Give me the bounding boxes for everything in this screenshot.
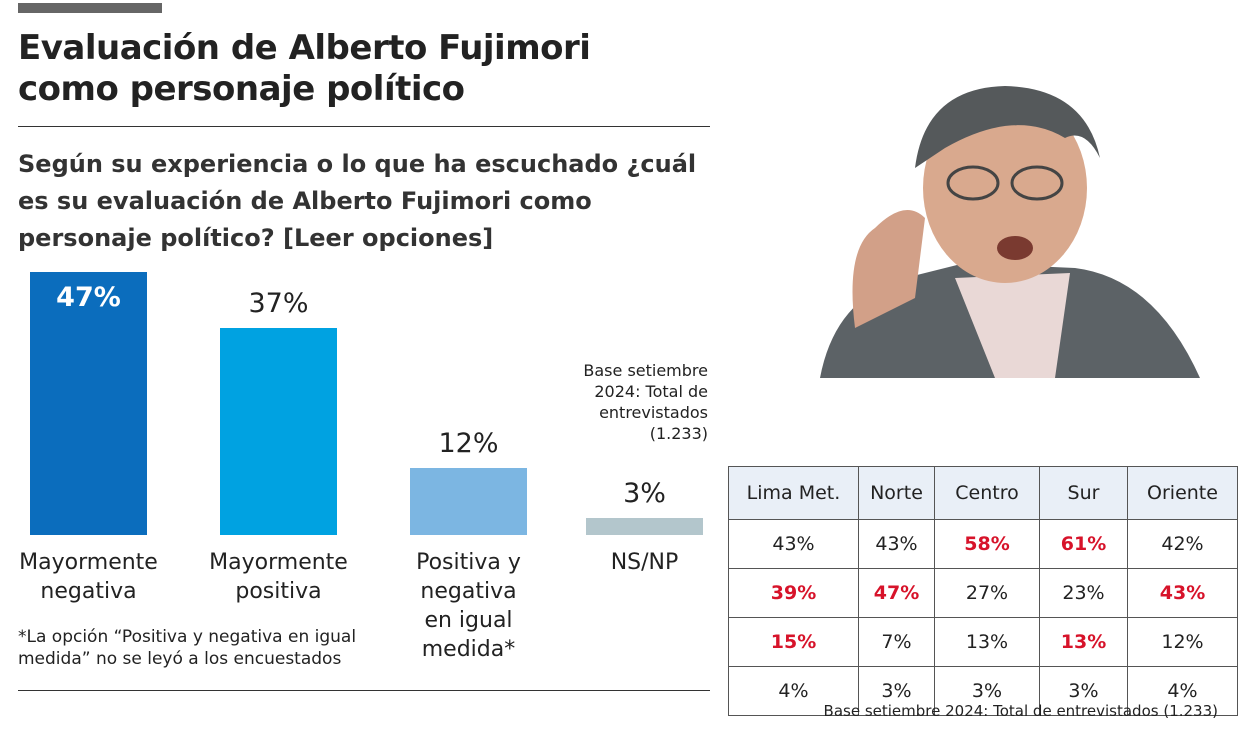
table-cell: 47% <box>858 568 935 618</box>
value-label: 47% <box>56 281 121 313</box>
base-note: Base setiembre 2024: Total de entrevista… <box>583 361 708 443</box>
chart-subtitle: Según su experiencia o lo que ha escucha… <box>18 150 697 252</box>
category-label: Positiva y negativa en igual medida* <box>416 550 521 662</box>
table-row: 39% 47% 27% 23% 43% <box>728 568 1238 618</box>
column-header: Lima Met. <box>728 466 859 520</box>
column-header: Norte <box>858 466 935 520</box>
table-row: 15% 7% 13% 13% 12% <box>728 617 1238 667</box>
bar <box>220 327 337 535</box>
table-cell: 7% <box>858 617 935 667</box>
table-cell: 27% <box>934 568 1040 618</box>
table-cell: 42% <box>1127 519 1238 569</box>
table-cell: 61% <box>1039 519 1128 569</box>
bar <box>586 518 703 535</box>
bar <box>30 271 147 535</box>
column-header: Sur <box>1039 466 1128 520</box>
table-cell: 3% <box>934 666 1040 716</box>
table-cell: 4% <box>728 666 859 716</box>
table-cell: 13% <box>934 617 1040 667</box>
table-cell: 43% <box>858 519 935 569</box>
value-label: 12% <box>438 427 499 459</box>
value-label: 37% <box>248 287 309 319</box>
column-header: Centro <box>934 466 1040 520</box>
category-label: Mayormente positiva <box>209 550 348 604</box>
rule <box>18 690 710 691</box>
footnote: *La opción “Positiva y negativa en igual… <box>18 627 357 669</box>
category-label: NS/NP <box>610 550 679 575</box>
table-cell: 15% <box>728 617 859 667</box>
table-cell: 13% <box>1039 617 1128 667</box>
table-cell: 39% <box>728 568 859 618</box>
table-base-note: Base setiembre 2024: Total de entrevista… <box>823 702 1218 720</box>
table-cell: 4% <box>1127 666 1238 716</box>
column-header: Oriente <box>1127 466 1238 520</box>
rule <box>18 126 710 127</box>
table-cell: 3% <box>858 666 935 716</box>
category-label: Mayormente negativa <box>19 550 158 604</box>
photo <box>820 86 1200 378</box>
table-row: 43% 43% 58% 61% 42% <box>728 519 1238 569</box>
table-cell: 43% <box>1127 568 1238 618</box>
table-cell: 23% <box>1039 568 1128 618</box>
bar <box>410 467 527 535</box>
table-cell: 43% <box>728 519 859 569</box>
value-label: 3% <box>623 478 666 510</box>
region-table: Lima Met. Norte Centro Sur Oriente 43% 43% 58% 6… <box>728 466 1238 716</box>
top-rule <box>18 3 162 13</box>
table-row: 4% 3% 3% 3% 4% <box>728 666 1238 716</box>
chart-title: Evaluación de Alberto Fujimori como pers… <box>18 28 591 109</box>
table-cell: 12% <box>1127 617 1238 667</box>
header-row: Lima Met. Norte Centro Sur Oriente <box>728 466 1238 520</box>
table-cell: 58% <box>934 519 1040 569</box>
